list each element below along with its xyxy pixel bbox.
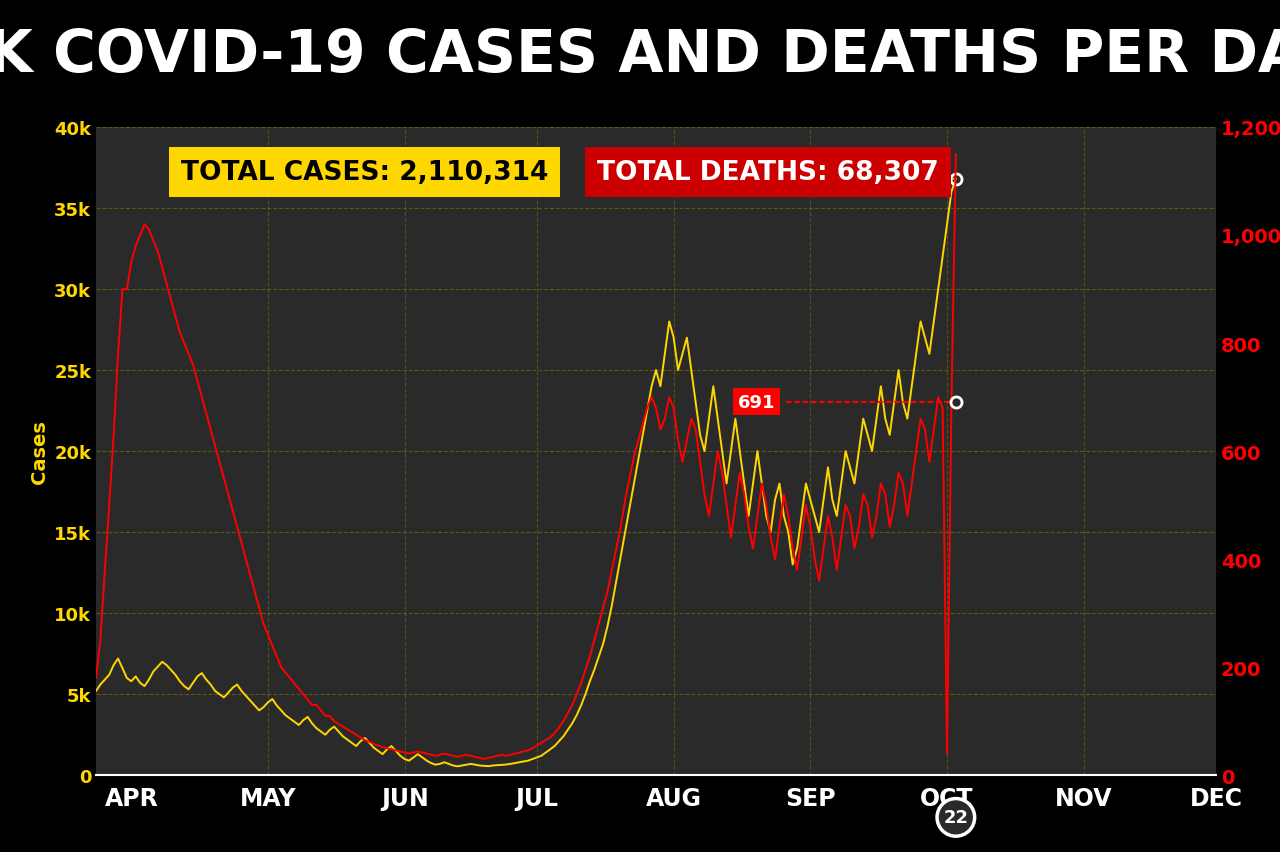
Text: UK COVID-19 CASES AND DEATHS PER DAY: UK COVID-19 CASES AND DEATHS PER DAY [0, 27, 1280, 83]
Text: TOTAL CASES: 2,110,314: TOTAL CASES: 2,110,314 [180, 160, 549, 186]
Text: 22: 22 [943, 809, 969, 826]
Text: 36,804: 36,804 [727, 170, 797, 188]
Y-axis label: Cases: Cases [29, 420, 49, 483]
Text: TOTAL DEATHS: 68,307: TOTAL DEATHS: 68,307 [598, 160, 938, 186]
Text: 691: 691 [737, 394, 776, 412]
